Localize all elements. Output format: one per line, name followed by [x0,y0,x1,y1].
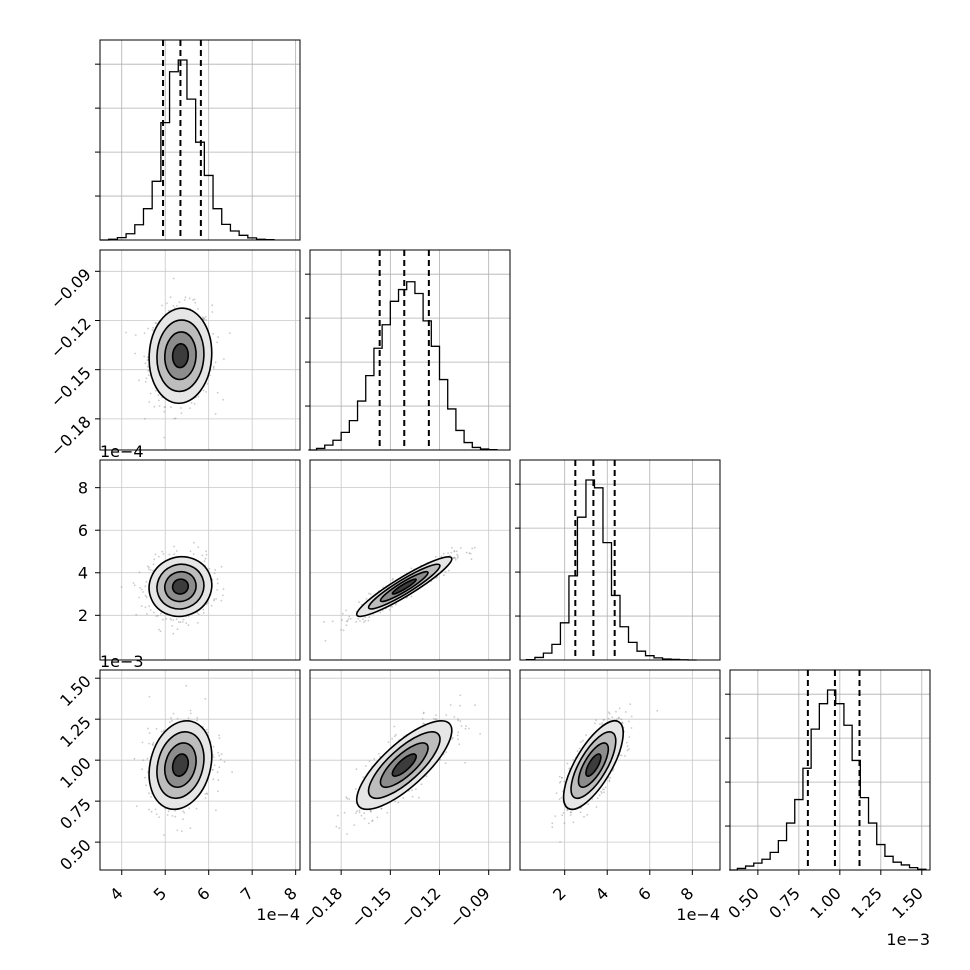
contour-line [148,556,213,618]
scatter-panel-1-0 [99,249,301,451]
contour-line [367,563,441,610]
y-tick-label: 1.00 [56,754,95,793]
x-tick-label: −0.18 [298,884,346,932]
scatter-panel-3-2 [519,669,721,871]
histogram-step-line [729,689,927,871]
x-tick-label: 6 [193,884,214,905]
x-tick-label: 8 [677,884,698,905]
x-axis-0: 4 5 6 7 81e−4 [106,870,301,924]
x-tick-label: 4 [592,884,613,905]
histogram-step-line [100,59,275,241]
contour-line [577,742,610,789]
density-fill [392,579,417,595]
y-tick-label: 4 [78,563,88,582]
panel-frame [519,669,721,871]
contour-line [570,731,617,800]
y-tick-label: 0.75 [56,795,95,834]
x-offset-label: 1e−4 [256,905,300,924]
panels-layer: 4 5 6 7 81e−4−0.18 −0.15 −0.12 −0.09 2 4 6 81e−4 0.5… [47,39,931,949]
x-tick-label: 1.25 [847,884,886,923]
scatter-panel-3-1 [309,669,511,871]
x-offset-label: 1e−3 [886,930,930,949]
contour-line [171,578,190,595]
contour-line [163,331,197,381]
y-axis-1: −0.18−0.15−0.12−0.09 [47,265,100,460]
contour-line [367,731,441,800]
density-fill [392,754,417,777]
y-tick-label: −0.18 [47,412,95,460]
x-tick-label: 0.50 [724,884,763,923]
hist-panel-0 [95,39,301,241]
x-tick-label: 4 [106,884,127,905]
y-offset-label: 1e−3 [100,652,144,671]
contour-line [379,742,429,789]
panel-frame [309,249,511,451]
panel-frame [729,669,931,871]
contour-line [148,720,213,811]
y-tick-label: −0.12 [47,314,95,362]
x-axis-2: 2 4 6 81e−4 [549,870,720,924]
contour-line [355,556,453,618]
density-fill [585,754,601,777]
panel-frame [519,459,721,661]
contour-line [156,731,205,800]
panel-frame [99,249,301,451]
contour-line [391,753,417,777]
x-axis-3: 0.50 0.75 1.00 1.25 1.50 1e−3 [724,870,930,949]
y-axis-2: 2 4 6 8 1e−4 [78,442,144,625]
density-fill [172,754,189,777]
x-tick-label: 6 [634,884,655,905]
x-tick-label: 2 [549,884,570,905]
y-tick-label: 2 [78,606,88,625]
histogram-step-line [308,281,498,451]
contour-line [163,570,197,603]
x-offset-label: 1e−4 [676,905,720,924]
contour-line [585,753,602,777]
density-fill [172,579,189,595]
panel-frame [99,39,301,241]
y-tick-label: −0.09 [47,265,95,313]
hist-panel-2 [515,459,721,661]
contour-line [148,307,213,405]
y-offset-label: 1e−4 [100,442,144,461]
contour-line [163,742,197,789]
x-tick-label: 5 [150,884,171,905]
histogram-step-line [525,479,697,661]
y-tick-label: 1.25 [56,713,95,752]
density-fill [172,343,189,368]
panel-frame [309,459,511,661]
scatter-panel-2-1 [309,459,511,661]
contour-line [355,720,453,811]
x-tick-label: −0.09 [446,884,494,932]
contour-line [171,343,190,369]
x-tick-label: −0.12 [396,884,444,932]
scatter-panel-3-0 [99,669,301,871]
y-tick-label: 1.50 [56,672,95,711]
contour-line [562,720,624,811]
y-tick-label: 6 [78,521,88,540]
contour-line [156,563,205,610]
hist-panel-1 [305,249,511,451]
x-tick-label: 7 [237,884,258,905]
y-tick-label: −0.15 [47,363,95,411]
x-tick-label: 1.00 [806,884,845,923]
hist-panel-3 [725,669,931,871]
panel-frame [99,669,301,871]
x-tick-label: −0.15 [347,884,395,932]
contour-line [379,570,429,603]
x-axis-1: −0.18 −0.15 −0.12 −0.09 [298,870,494,932]
contour-line [156,319,205,393]
contour-line [391,578,417,595]
panel-frame [99,459,301,661]
contour-line [171,753,190,777]
y-tick-label: 8 [78,478,88,497]
panel-frame [309,669,511,871]
scatter-panel-2-0 [99,459,301,661]
x-tick-label: 8 [280,884,301,905]
x-tick-label: 0.75 [765,884,804,923]
x-tick-label: 1.50 [888,884,927,923]
y-tick-label: 0.50 [56,835,95,874]
